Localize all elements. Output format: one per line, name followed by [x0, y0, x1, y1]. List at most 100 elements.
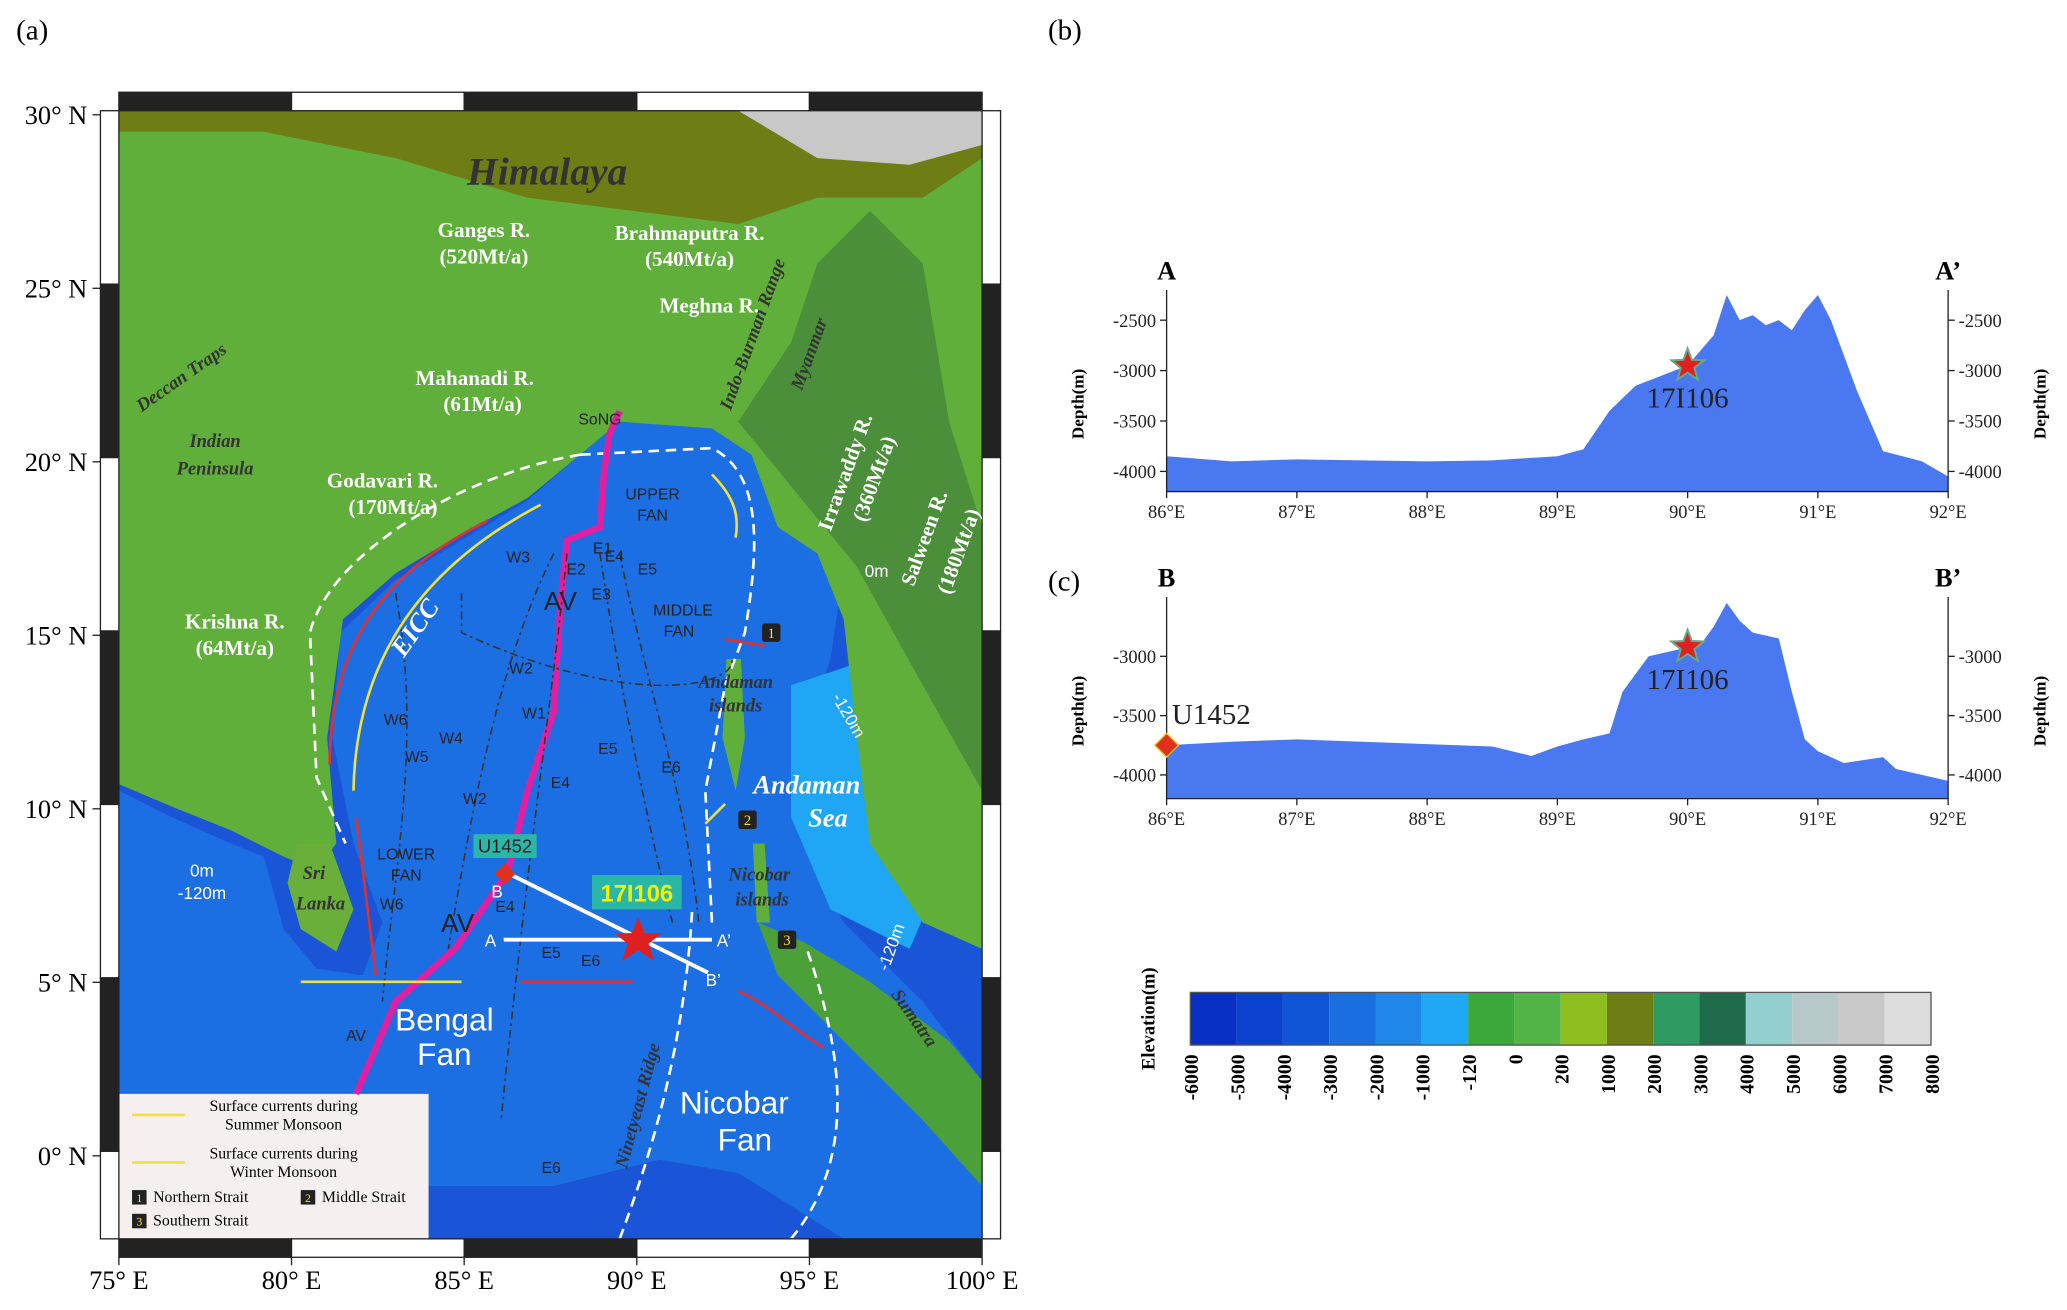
strait-number: 3: [783, 933, 790, 949]
frame-bar: [99, 803, 120, 979]
colorbar-cell: [1468, 992, 1515, 1046]
map-label: Andaman: [697, 672, 773, 692]
frame-bar: [99, 110, 120, 285]
frame-bar: [118, 1238, 293, 1258]
legend-text: Northern Strait: [153, 1189, 249, 1206]
frame-bar: [808, 1238, 983, 1258]
map-label: E3: [592, 587, 612, 604]
x-tick-label: 88°E: [1409, 809, 1446, 829]
frame-bar: [118, 91, 293, 112]
colorbar-cell: [1421, 992, 1469, 1046]
strait-box: [738, 810, 757, 829]
winter-arrows: [328, 519, 825, 1049]
map-label: W6: [380, 896, 404, 913]
map-label: Brahmaputra R.: [615, 221, 765, 245]
colorbar-label: -2000: [1366, 1054, 1388, 1100]
strait-number: 1: [768, 626, 775, 642]
colorbar-label: -1000: [1413, 1054, 1435, 1100]
y2-tick-label: -4000: [1959, 766, 2002, 786]
site-marker: [1668, 626, 1707, 663]
x-tick-label: 92°E: [1930, 809, 1967, 829]
map-label: Peninsula: [176, 458, 254, 478]
colorbar-label: 2000: [1644, 1054, 1666, 1094]
legend-text: Surface currents during: [209, 1145, 357, 1162]
map-label: A’: [717, 930, 731, 950]
frame-bar: [636, 1238, 811, 1258]
y-tick-label: -2500: [1113, 311, 1156, 331]
colorbar-label: 8000: [1922, 1054, 1944, 1094]
site-label: U1452: [1172, 699, 1251, 731]
frame-bar: [981, 110, 1002, 285]
frame-bar: [636, 91, 811, 112]
colorbar-cell: [1699, 992, 1746, 1046]
site-box: [473, 834, 537, 858]
y-tick-label: -3000: [1113, 361, 1156, 381]
map-label: Lanka: [295, 893, 345, 913]
summer-arrows: [300, 473, 739, 984]
map-label: UPPER: [625, 486, 679, 503]
map-label: (540Mt/a): [645, 247, 734, 271]
islands: [722, 658, 770, 923]
x-tick-label: 90°E: [1669, 502, 1706, 522]
map-label: AV: [346, 1028, 366, 1045]
frame-bar: [463, 1238, 638, 1258]
frame-bar: [981, 1150, 1002, 1240]
y-tick-label: -3000: [1113, 647, 1156, 667]
map-label: W6: [384, 712, 408, 729]
frame-bar: [808, 91, 983, 112]
y2-tick-label: -4000: [1959, 462, 2002, 482]
y2-axis-title: Depth(m): [2031, 676, 2050, 746]
colorbar-label: -6000: [1181, 1054, 1203, 1100]
map-label: FAN: [391, 867, 422, 884]
x-tick-label: 91°E: [1799, 502, 1836, 522]
y-tick-label: 5° N: [38, 969, 87, 998]
legend-number: 3: [136, 1215, 142, 1229]
map-label: AV: [441, 908, 475, 938]
map-label: E4: [605, 548, 625, 565]
legend-text: Surface currents during: [209, 1098, 357, 1115]
frame-bar: [99, 977, 120, 1152]
site-label: 17I106: [1647, 383, 1729, 415]
x-tick-label: 89°E: [1539, 809, 1576, 829]
high-peaks: [738, 110, 983, 165]
frame-bar: [463, 91, 638, 112]
map-label: W2: [463, 791, 487, 808]
channel: [381, 553, 733, 1121]
frame-bar: [99, 1150, 120, 1240]
legend-box: [132, 1213, 147, 1229]
profile-end-label: A’: [1935, 256, 1961, 285]
colorbar-cell: [1282, 992, 1330, 1046]
panel-label: (a): [16, 15, 48, 47]
y-tick-label: -4000: [1113, 462, 1156, 482]
x-tick-label: 87°E: [1278, 809, 1315, 829]
colorbar-cell: [1884, 992, 1931, 1046]
map-label: LOWER: [377, 846, 435, 863]
frame-bar: [981, 803, 1002, 979]
strait-box: [777, 930, 797, 949]
map-label: E1: [593, 541, 613, 558]
isobath: [308, 446, 839, 1240]
map-label: W5: [405, 749, 429, 766]
map-label: E5: [541, 945, 561, 962]
map-label: W4: [439, 730, 463, 747]
legend-text: Southern Strait: [153, 1213, 249, 1230]
map-label: B’: [706, 970, 721, 990]
colorbar-cell: [1653, 992, 1700, 1046]
frame-bar: [99, 283, 120, 459]
frame-bar: [290, 1238, 465, 1258]
y2-tick-label: -3000: [1959, 361, 2002, 381]
map-label: E6: [661, 759, 681, 776]
map-label: FAN: [664, 624, 695, 641]
legend-number: 1: [136, 1191, 142, 1205]
map-label: Indian: [188, 431, 240, 451]
map-label: A: [485, 930, 497, 950]
frame-bar: [99, 630, 120, 806]
strait-box: [762, 623, 781, 642]
colorbar-label: 7000: [1876, 1054, 1898, 1094]
active-channel: [353, 409, 623, 1096]
frame-bar: [981, 630, 1002, 806]
map-label: E4: [495, 899, 515, 916]
map-label: B: [491, 881, 502, 901]
map-label: AV: [544, 586, 578, 616]
